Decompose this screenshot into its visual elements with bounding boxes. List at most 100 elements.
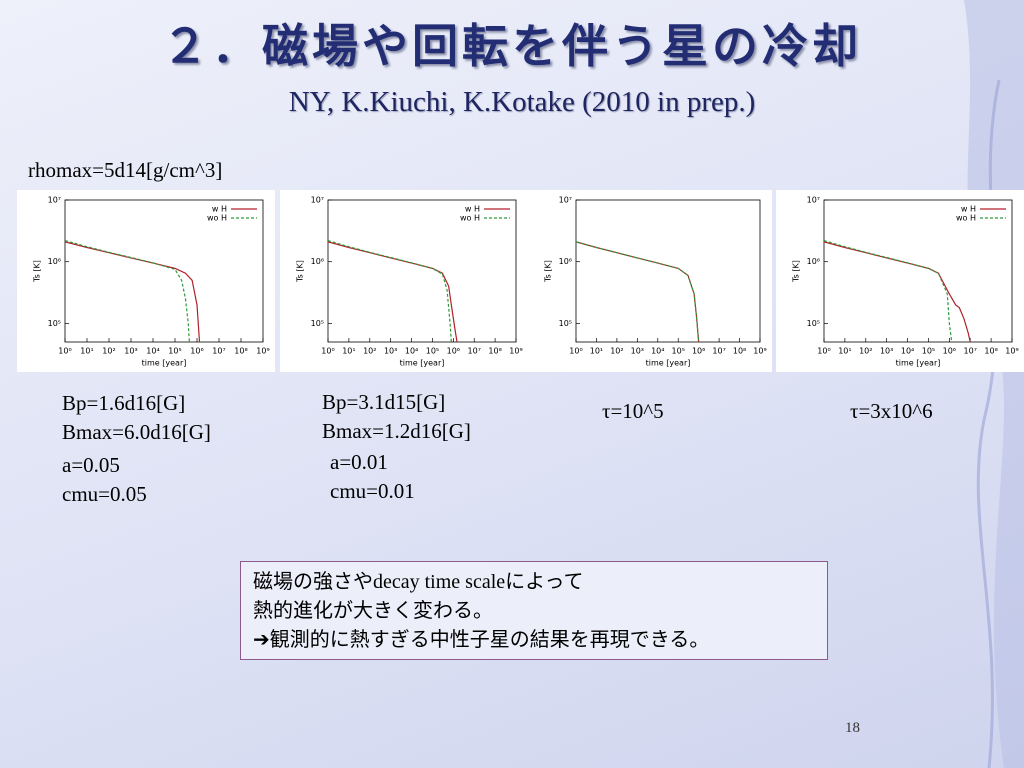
x-axis-label: time [year] bbox=[646, 359, 691, 368]
x-tick-label: 10² bbox=[102, 347, 115, 356]
x-tick-label: 10⁴ bbox=[901, 347, 914, 356]
title: ２．磁場や回転を伴う星の冷却 bbox=[162, 19, 862, 73]
plot: 10⁰ 10¹ 10² 10³ 10⁴ 10⁵ 10⁶ 10⁷ 10⁸ 10⁹ 10⁵ 10⁶ 10⁷ t… bbox=[280, 190, 528, 372]
y-axis-label: Ts [K] bbox=[296, 260, 305, 283]
subtitle: NY, K.Kiuchi, K.Kotake (2010 in prep.) bbox=[288, 86, 756, 118]
caption-line: Bp=1.6d16[G] bbox=[62, 391, 186, 415]
x-tick-label: 10⁶ bbox=[692, 347, 705, 356]
x-tick-label: 10² bbox=[363, 347, 376, 356]
x-tick-label: 10³ bbox=[124, 347, 137, 356]
plot-frame bbox=[823, 199, 1013, 343]
legend-label: w H bbox=[212, 205, 227, 214]
series-line bbox=[576, 241, 700, 342]
x-tick-label: 10² bbox=[610, 347, 623, 356]
plot-frame bbox=[575, 199, 761, 343]
series-line bbox=[328, 240, 452, 342]
plot-frame bbox=[64, 199, 264, 343]
x-tick-label: 10¹ bbox=[80, 347, 93, 356]
caption-line: τ=10^5 bbox=[602, 399, 664, 423]
x-tick-label: 10¹ bbox=[590, 347, 603, 356]
x-tick-label: 10⁷ bbox=[468, 347, 481, 356]
x-tick-label: 10⁷ bbox=[212, 347, 225, 356]
x-tick-label: 10⁸ bbox=[488, 347, 501, 356]
x-tick-label: 10⁵ bbox=[168, 347, 181, 356]
legend-label: wo H bbox=[956, 214, 976, 223]
caption-line: τ=3x10^6 bbox=[850, 399, 933, 423]
x-tick-label: 10³ bbox=[880, 347, 893, 356]
series-line bbox=[824, 241, 971, 342]
x-tick-label: 10¹ bbox=[838, 347, 851, 356]
x-tick-label: 10⁰ bbox=[569, 347, 582, 356]
y-axis-label: Ts [K] bbox=[792, 260, 801, 283]
x-axis-label: time [year] bbox=[400, 359, 445, 368]
y-tick-label: 10⁷ bbox=[48, 196, 61, 205]
series-line bbox=[824, 240, 953, 342]
page-number: 18 bbox=[845, 720, 860, 736]
x-tick-label: 10⁸ bbox=[733, 347, 746, 356]
x-tick-label: 10⁹ bbox=[1005, 347, 1018, 356]
series-line bbox=[576, 241, 700, 342]
plot: 10⁰ 10¹ 10² 10³ 10⁴ 10⁵ 10⁶ 10⁷ 10⁸ 10⁹ 10⁵ 10⁶ 10⁷ t… bbox=[17, 190, 275, 372]
y-tick-label: 10⁶ bbox=[311, 257, 324, 266]
x-tick-label: 10⁰ bbox=[321, 347, 334, 356]
y-tick-label: 10⁷ bbox=[807, 196, 820, 205]
caption-line: a=0.01 bbox=[330, 450, 388, 474]
x-tick-label: 10¹ bbox=[342, 347, 355, 356]
caption-line: a=0.05 bbox=[62, 453, 120, 477]
plot-frame bbox=[327, 199, 517, 343]
caption: Bp=3.1d15[G] Bmax=1.2d16[G] a=0.01 cmu=0… bbox=[322, 388, 471, 506]
caption-line: cmu=0.01 bbox=[330, 479, 415, 503]
x-tick-label: 10⁴ bbox=[146, 347, 159, 356]
plot: 10⁰ 10¹ 10² 10³ 10⁴ 10⁵ 10⁶ 10⁷ 10⁸ 10⁹ 10⁵ 10⁶ 10⁷ t… bbox=[528, 190, 772, 372]
x-tick-label: 10⁰ bbox=[58, 347, 71, 356]
note-line: ➔観測的に熱すぎる中性子星の結果を再現できる。 bbox=[253, 629, 710, 651]
caption: τ=10^5 bbox=[602, 397, 664, 426]
x-tick-label: 10⁵ bbox=[426, 347, 439, 356]
series-line bbox=[65, 240, 190, 342]
x-tick-label: 10⁴ bbox=[405, 347, 418, 356]
y-tick-label: 10⁵ bbox=[807, 319, 820, 328]
legend-label: wo H bbox=[460, 214, 480, 223]
x-tick-label: 10³ bbox=[384, 347, 397, 356]
x-tick-label: 10⁸ bbox=[984, 347, 997, 356]
x-tick-label: 10⁹ bbox=[256, 347, 269, 356]
note-box: 磁場の強さやdecay time scaleによって 熱的進化が大きく変わる。 … bbox=[240, 561, 828, 660]
x-axis-label: time [year] bbox=[896, 359, 941, 368]
legend-label: wo H bbox=[207, 214, 227, 223]
y-tick-label: 10⁷ bbox=[311, 196, 324, 205]
x-tick-label: 10⁶ bbox=[447, 347, 460, 356]
note-line: 磁場の強さやdecay time scaleによって bbox=[253, 571, 584, 593]
plot: 10⁰ 10¹ 10² 10³ 10⁴ 10⁵ 10⁶ 10⁷ 10⁸ 10⁹ 10⁵ 10⁶ 10⁷ t… bbox=[776, 190, 1024, 372]
y-tick-label: 10⁵ bbox=[559, 319, 572, 328]
x-tick-label: 10⁷ bbox=[712, 347, 725, 356]
x-tick-label: 10⁷ bbox=[964, 347, 977, 356]
y-tick-label: 10⁵ bbox=[311, 319, 324, 328]
x-tick-label: 10⁶ bbox=[943, 347, 956, 356]
y-axis-label: Ts [K] bbox=[33, 260, 42, 283]
y-tick-label: 10⁷ bbox=[559, 196, 572, 205]
y-tick-label: 10⁶ bbox=[807, 257, 820, 266]
x-tick-label: 10³ bbox=[631, 347, 644, 356]
series-line bbox=[328, 241, 458, 342]
caption-line: Bmax=1.2d16[G] bbox=[322, 419, 471, 443]
y-tick-label: 10⁶ bbox=[559, 257, 572, 266]
note-line: 熱的進化が大きく変わる。 bbox=[253, 600, 493, 622]
y-tick-label: 10⁵ bbox=[48, 319, 61, 328]
x-tick-label: 10⁴ bbox=[651, 347, 664, 356]
x-tick-label: 10⁰ bbox=[817, 347, 830, 356]
x-tick-label: 10² bbox=[859, 347, 872, 356]
caption: τ=3x10^6 bbox=[850, 397, 933, 426]
caption-line: Bmax=6.0d16[G] bbox=[62, 420, 211, 444]
caption-line: cmu=0.05 bbox=[62, 482, 147, 506]
y-tick-label: 10⁶ bbox=[48, 257, 61, 266]
x-tick-label: 10⁹ bbox=[509, 347, 522, 356]
x-axis-label: time [year] bbox=[142, 359, 187, 368]
x-tick-label: 10⁶ bbox=[190, 347, 203, 356]
x-tick-label: 10⁵ bbox=[922, 347, 935, 356]
caption: Bp=1.6d16[G] Bmax=6.0d16[G] a=0.05 cmu=0… bbox=[62, 389, 211, 509]
y-axis-label: Ts [K] bbox=[544, 260, 553, 283]
x-tick-label: 10⁵ bbox=[672, 347, 685, 356]
x-tick-label: 10⁹ bbox=[753, 347, 766, 356]
condition: rhomax=5d14[g/cm^3] bbox=[28, 158, 223, 182]
